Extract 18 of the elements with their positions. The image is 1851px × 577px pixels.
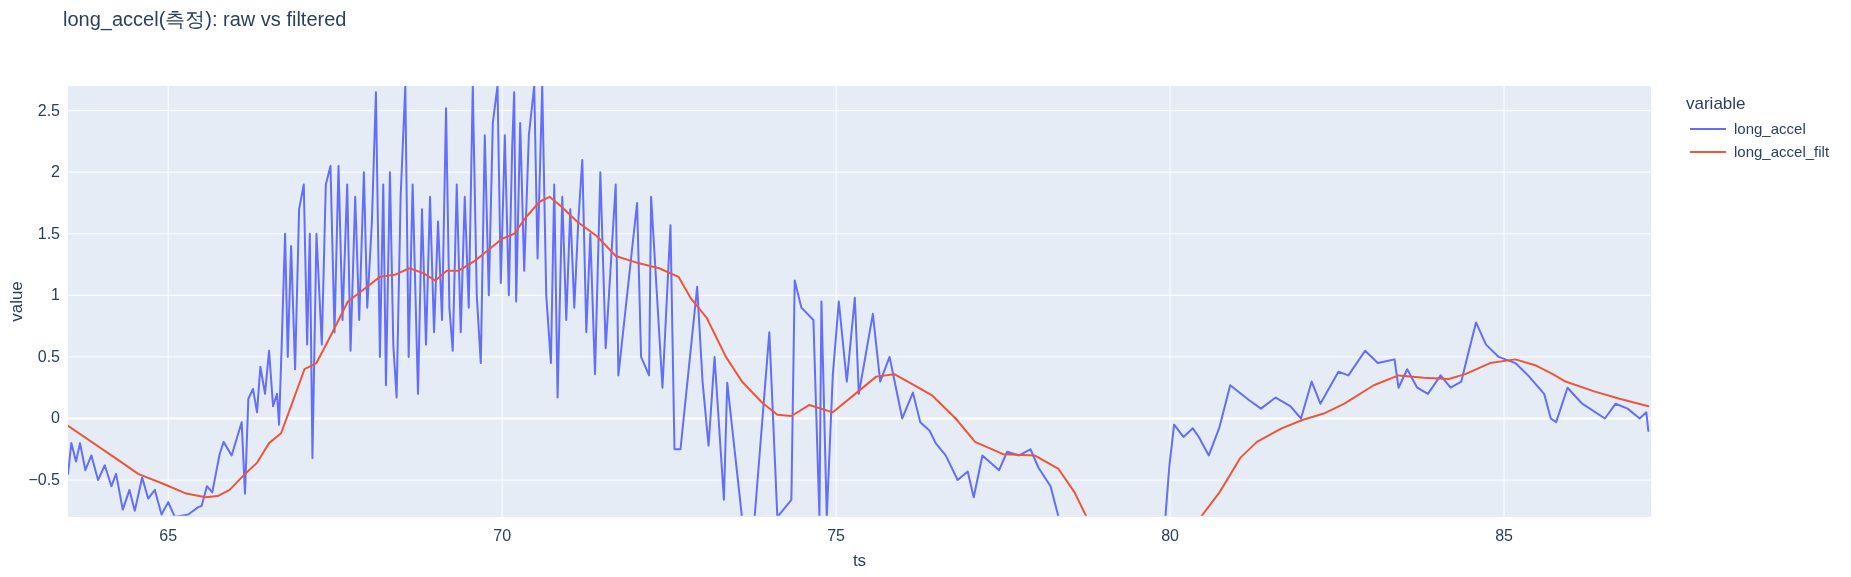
y-tick-label: 1 bbox=[51, 286, 61, 304]
x-axis-title: ts bbox=[852, 551, 867, 570]
legend-label: long_accel bbox=[1734, 120, 1806, 137]
y-tick-label: 0 bbox=[51, 409, 61, 427]
y-axis-title: value bbox=[7, 281, 26, 322]
y-tick-label: 0.5 bbox=[37, 347, 61, 365]
x-tick-label: 80 bbox=[1161, 527, 1180, 544]
x-tick-label: 65 bbox=[159, 527, 178, 544]
y-tick-label: −0.5 bbox=[28, 471, 61, 489]
y-tick-label: 2 bbox=[51, 163, 61, 181]
x-tick-label: 85 bbox=[1495, 527, 1514, 544]
y-tick-label: 2.5 bbox=[37, 101, 61, 119]
chart-title: long_accel(측정): raw vs filtered bbox=[63, 8, 347, 31]
x-tick-label: 75 bbox=[827, 527, 846, 544]
legend-title: variable bbox=[1686, 94, 1746, 113]
legend-label: long_accel_filt bbox=[1734, 143, 1830, 160]
x-tick-label: 70 bbox=[493, 527, 512, 544]
y-tick-label: 1.5 bbox=[37, 224, 61, 242]
